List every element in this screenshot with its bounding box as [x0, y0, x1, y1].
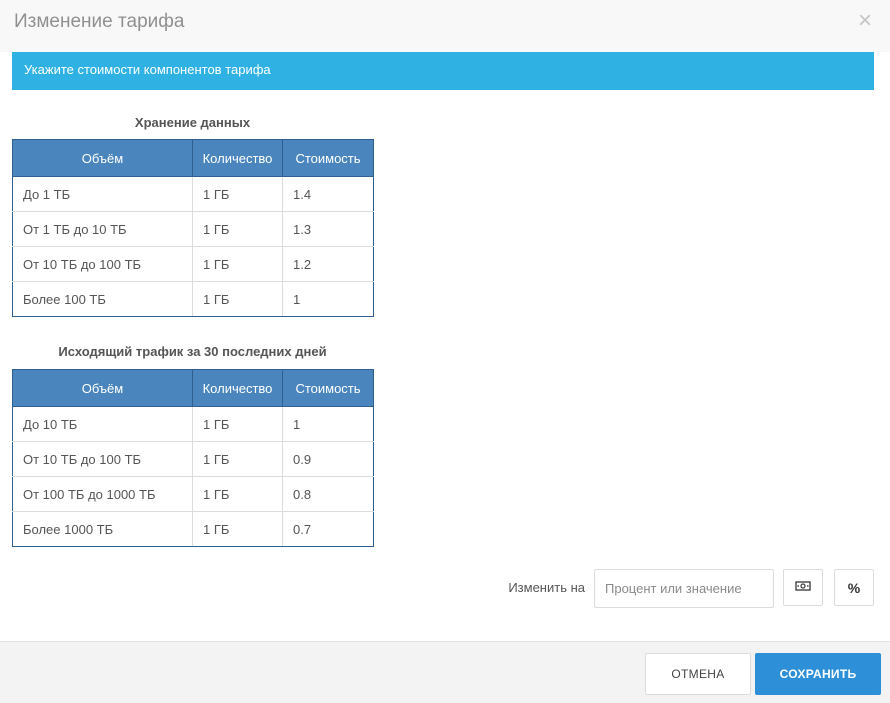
quantity-cell: 1 ГБ: [192, 281, 283, 317]
price-cell[interactable]: 1: [282, 281, 374, 317]
traffic-table: Объём Количество Стоимость До 10 ТБ 1 ГБ…: [12, 369, 374, 547]
table-row: От 10 ТБ до 100 ТБ 1 ГБ 0.9: [12, 441, 374, 477]
money-icon: [795, 579, 811, 597]
change-value-input[interactable]: [594, 569, 774, 608]
price-cell[interactable]: 1.3: [282, 211, 374, 247]
storage-section-title: Хранение данных: [134, 115, 251, 130]
price-cell[interactable]: 1.2: [282, 246, 374, 282]
price-cell[interactable]: 1.4: [282, 176, 374, 212]
table-row: До 10 ТБ 1 ГБ 1: [12, 406, 374, 442]
column-header-price: Стоимость: [282, 369, 374, 407]
volume-cell: От 100 ТБ до 1000 ТБ: [12, 476, 193, 512]
quantity-cell: 1 ГБ: [192, 476, 283, 512]
volume-cell: До 1 ТБ: [12, 176, 193, 212]
save-button[interactable]: СОХРАНИТЬ: [755, 653, 881, 695]
table-header-row: Объём Количество Стоимость: [12, 139, 374, 177]
quantity-cell: 1 ГБ: [192, 211, 283, 247]
cancel-button[interactable]: ОТМЕНА: [645, 653, 751, 695]
volume-cell: Более 1000 ТБ: [12, 511, 193, 547]
percent-mode-button[interactable]: %: [834, 569, 874, 606]
money-mode-button[interactable]: [783, 569, 823, 606]
quantity-cell: 1 ГБ: [192, 246, 283, 282]
percent-icon: %: [847, 579, 861, 596]
column-header-quantity: Количество: [192, 139, 283, 177]
table-header-row: Объём Количество Стоимость: [12, 369, 374, 407]
price-cell[interactable]: 1: [282, 406, 374, 442]
dialog-header: Изменение тарифа ×: [0, 0, 890, 52]
info-banner: Укажите стоимости компонентов тарифа: [12, 52, 874, 90]
column-header-volume: Объём: [12, 139, 193, 177]
quantity-cell: 1 ГБ: [192, 406, 283, 442]
change-by-label: Изменить на: [508, 580, 585, 595]
traffic-section-title: Исходящий трафик за 30 последних дней: [58, 344, 327, 359]
table-row: От 100 ТБ до 1000 ТБ 1 ГБ 0.8: [12, 476, 374, 512]
price-cell[interactable]: 0.8: [282, 476, 374, 512]
close-icon[interactable]: ×: [857, 7, 872, 34]
quantity-cell: 1 ГБ: [192, 511, 283, 547]
price-cell[interactable]: 0.7: [282, 511, 374, 547]
volume-cell: До 10 ТБ: [12, 406, 193, 442]
column-header-quantity: Количество: [192, 369, 283, 407]
volume-cell: Более 100 ТБ: [12, 281, 193, 317]
storage-table: Объём Количество Стоимость До 1 ТБ 1 ГБ …: [12, 139, 374, 317]
volume-cell: От 10 ТБ до 100 ТБ: [12, 441, 193, 477]
table-row: От 1 ТБ до 10 ТБ 1 ГБ 1.3: [12, 211, 374, 247]
table-row: До 1 ТБ 1 ГБ 1.4: [12, 176, 374, 212]
table-row: Более 1000 ТБ 1 ГБ 0.7: [12, 511, 374, 547]
quantity-cell: 1 ГБ: [192, 441, 283, 477]
table-row: Более 100 ТБ 1 ГБ 1: [12, 281, 374, 317]
price-cell[interactable]: 0.9: [282, 441, 374, 477]
table-row: От 10 ТБ до 100 ТБ 1 ГБ 1.2: [12, 246, 374, 282]
volume-cell: От 10 ТБ до 100 ТБ: [12, 246, 193, 282]
volume-cell: От 1 ТБ до 10 ТБ: [12, 211, 193, 247]
dialog-title: Изменение тарифа: [14, 11, 185, 32]
quantity-cell: 1 ГБ: [192, 176, 283, 212]
column-header-volume: Объём: [12, 369, 193, 407]
column-header-price: Стоимость: [282, 139, 374, 177]
